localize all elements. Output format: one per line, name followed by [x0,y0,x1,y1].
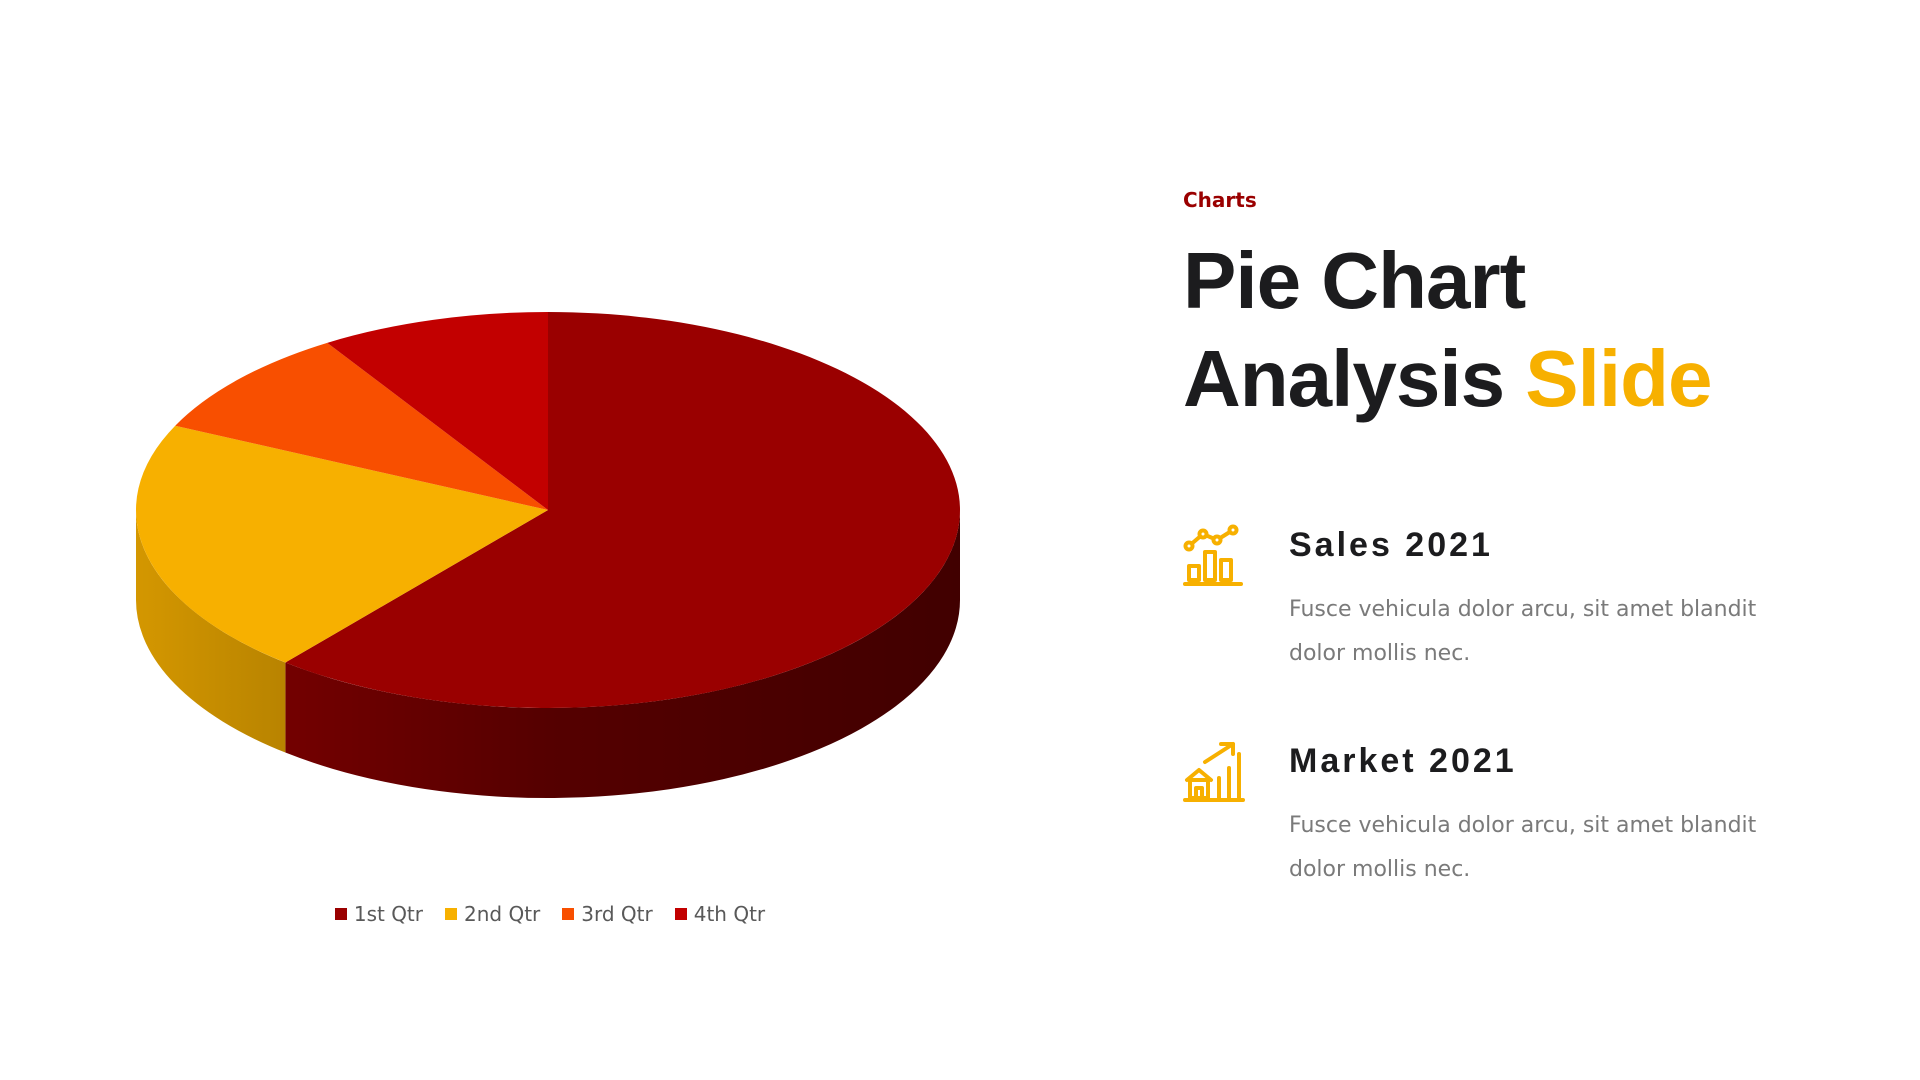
title-accent-word: Slide [1525,334,1712,423]
house-growth-icon [1183,742,1245,802]
feature-heading: Market 2021 [1289,742,1517,780]
legend-item-4th-qtr: 4th Qtr [674,902,766,926]
legend-item-3rd-qtr: 3rd Qtr [562,902,653,926]
legend-label: 1st Qtr [353,902,423,926]
legend-label: 2nd Qtr [464,902,541,926]
pie-slice-1st-qtr [285,312,960,709]
title-line-2: Analysis [1183,334,1526,423]
legend-label: 3rd Qtr [581,902,653,926]
chart-legend: 1st Qtr 2nd Qtr 3rd Qtr 4th Qtr [0,902,1100,926]
feature-heading: Sales 2021 [1289,526,1493,564]
legend-label: 4th Qtr [693,902,766,926]
pie-side-1st-qtr [285,510,960,799]
pie-chart [135,312,960,799]
pie-slice-3rd-qtr [175,342,549,510]
legend-swatch [674,908,687,920]
pie-slice-2nd-qtr [135,425,548,663]
pie-side-2nd-qtr [136,510,286,753]
pie-chart-area: 1st Qtr 2nd Qtr 3rd Qtr 4th Qtr [0,312,1100,926]
bar-chart-trend-icon [1183,524,1243,586]
section-kicker: Charts [1183,188,1257,212]
text-panel: Charts Pie Chart Analysis Slide Sales 20… [1183,0,1883,1080]
legend-swatch [562,908,575,920]
title-line-1: Pie Chart [1183,236,1526,325]
legend-item-2nd-qtr: 2nd Qtr [445,902,540,926]
legend-item-1st-qtr: 1st Qtr [334,902,423,926]
pie-slice-4th-qtr [327,312,548,510]
legend-swatch [445,908,457,920]
feature-description: Fusce vehicula dolor arcu, sit amet blan… [1289,597,1757,666]
feature-description: Fusce vehicula dolor arcu, sit amet blan… [1289,813,1757,882]
slide-title: Pie Chart Analysis Slide [1183,232,1712,428]
legend-swatch [334,908,347,920]
